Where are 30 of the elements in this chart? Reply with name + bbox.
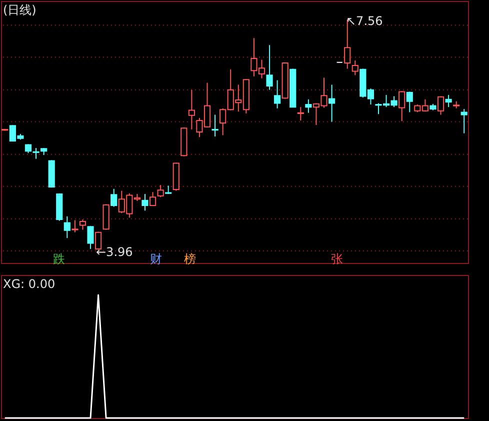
- candlestick: [32, 147, 40, 160]
- annotation: 张: [331, 252, 343, 266]
- chart-title: XG: 0.00: [3, 277, 56, 291]
- candlestick: [64, 216, 70, 239]
- candlestick: [266, 44, 273, 90]
- candlestick: [157, 184, 164, 198]
- candlestick: [110, 188, 118, 208]
- candlestick: [79, 219, 86, 230]
- chart-title: (日线): [3, 3, 36, 17]
- candlestick: [437, 96, 444, 116]
- candlestick: [305, 98, 312, 114]
- candlestick: [188, 89, 195, 130]
- candlestick: [352, 60, 358, 76]
- candlestick: [297, 106, 304, 121]
- candlestick: [328, 84, 336, 122]
- candlestick: [87, 225, 94, 250]
- candlestick: [274, 80, 281, 109]
- candlestick: [406, 91, 413, 113]
- candlestick: [149, 192, 156, 206]
- candlestick: [445, 94, 452, 108]
- candlestick: [72, 220, 78, 233]
- candlestick: [460, 108, 468, 134]
- annotation: ↖7.56: [346, 14, 383, 28]
- candlestick: [398, 90, 406, 122]
- annotation: 财: [150, 252, 162, 266]
- candlestick: [212, 114, 218, 137]
- annotation: 榜: [184, 252, 196, 266]
- candlestick: [142, 193, 148, 212]
- annotation: 跌: [53, 252, 65, 266]
- annotation: ←3.96: [96, 245, 133, 259]
